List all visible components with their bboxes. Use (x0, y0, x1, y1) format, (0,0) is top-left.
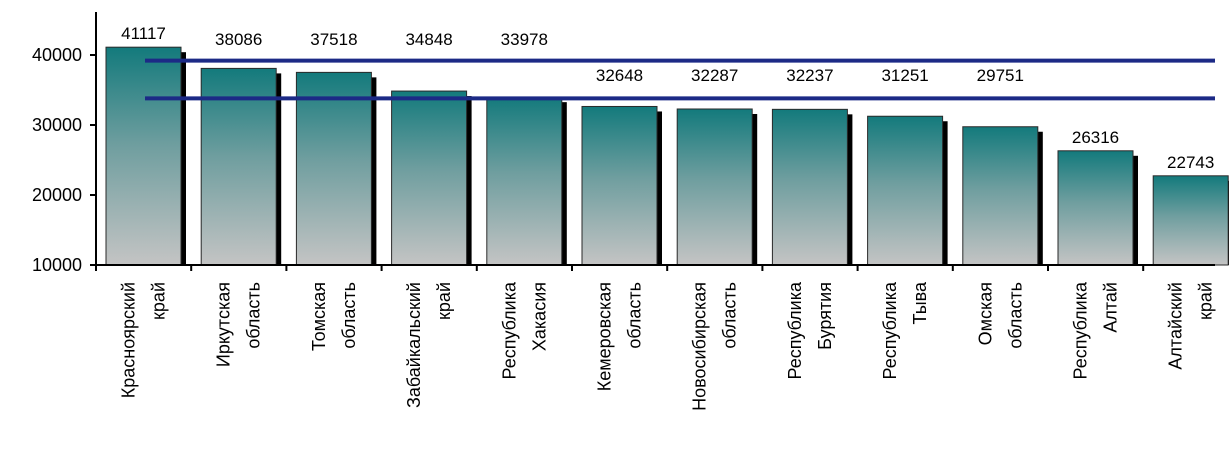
data-label: 32648 (596, 66, 643, 85)
category-label: край (434, 282, 454, 320)
category-label: Забайкальский (404, 282, 424, 408)
bar (295, 71, 372, 266)
axes (90, 12, 1215, 271)
bar (867, 115, 944, 266)
data-label: 22743 (1167, 153, 1214, 172)
category-label: Красноярский (119, 282, 139, 398)
category-label: Иркутская (214, 282, 234, 367)
category-label: Республика (1071, 281, 1091, 380)
data-label: 34848 (405, 30, 452, 49)
category-label: область (625, 282, 645, 349)
category-label: Республика (785, 281, 805, 380)
bars-layer (105, 46, 1229, 266)
category-label: Кемеровская (595, 282, 615, 391)
data-label: 38086 (215, 30, 262, 49)
category-label: край (1196, 282, 1216, 320)
y-tick-label: 40000 (32, 45, 82, 65)
category-label: область (244, 282, 264, 349)
data-label: 33978 (501, 30, 548, 49)
category-label: Томская (309, 282, 329, 351)
category-label: Республика (880, 281, 900, 380)
y-tick-label: 20000 (32, 185, 82, 205)
bar (1057, 150, 1134, 266)
category-label: область (1005, 282, 1025, 349)
bar (676, 108, 753, 266)
data-label: 26316 (1072, 128, 1119, 147)
category-label: Омская (975, 282, 995, 345)
data-label: 37518 (310, 30, 357, 49)
bar (1152, 175, 1229, 266)
category-label: Новосибирская (690, 282, 710, 411)
bar (105, 46, 182, 266)
category-label: край (149, 282, 169, 320)
reference-lines (145, 58, 1215, 101)
category-label: Алтайский (1166, 282, 1186, 370)
data-label: 41117 (121, 24, 166, 43)
category-label: Республика (499, 281, 519, 380)
data-label: 29751 (977, 66, 1024, 85)
bar (486, 96, 563, 266)
data-label: 32287 (691, 66, 738, 85)
data-label: 31251 (881, 66, 928, 85)
bar (391, 90, 468, 266)
y-tick-label: 10000 (32, 255, 82, 275)
category-label: Тыва (910, 281, 930, 325)
y-tick-label: 30000 (32, 115, 82, 135)
category-label: область (720, 282, 740, 349)
data-label: 32237 (786, 66, 833, 85)
labels: 41117 Красноярский край 38086 Иркутская облас… (32, 24, 1216, 411)
category-label: Бурятия (815, 282, 835, 350)
bar (771, 108, 848, 266)
bar (581, 105, 658, 266)
category-label: Хакасия (529, 282, 549, 351)
bar (962, 126, 1039, 266)
category-label: область (339, 282, 359, 349)
category-label: Алтай (1101, 282, 1121, 333)
